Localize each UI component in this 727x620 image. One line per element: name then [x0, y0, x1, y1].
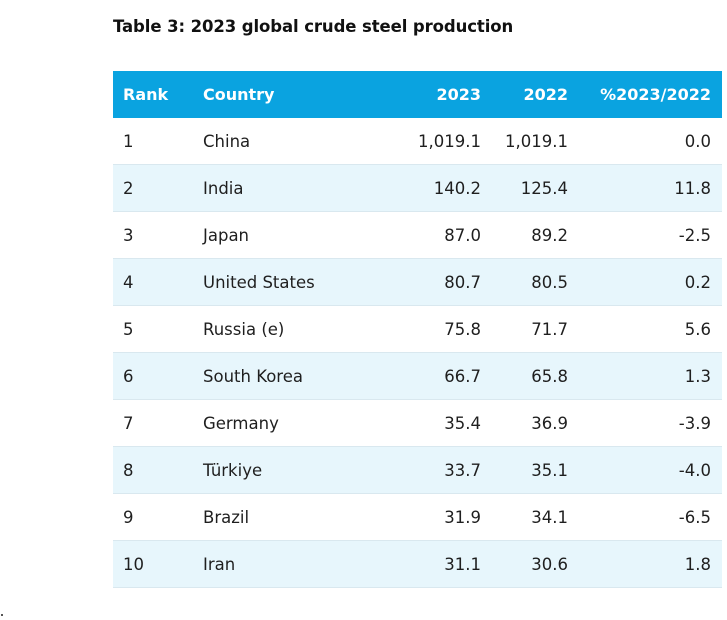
- cell-2022: 35.1: [481, 446, 568, 494]
- header-percent-change: %2023/2022: [568, 71, 722, 118]
- cell-rank: 6: [113, 352, 203, 400]
- header-2022: 2022: [481, 71, 568, 118]
- cell-2023: 35.4: [393, 399, 481, 447]
- cell-rank: 3: [113, 211, 203, 259]
- cell-rank: 1: [113, 118, 203, 165]
- cell-2023: 75.8: [393, 305, 481, 353]
- table-row: 1 China 1,019.1 1,019.1 0.0: [113, 118, 722, 165]
- cell-country: Germany: [203, 399, 393, 447]
- cell-rank: 9: [113, 493, 203, 541]
- cell-2022: 89.2: [481, 211, 568, 259]
- cell-percent-change: 1.8: [568, 540, 722, 588]
- cell-2023: 80.7: [393, 258, 481, 306]
- cell-2023: 66.7: [393, 352, 481, 400]
- cell-2023: 140.2: [393, 164, 481, 212]
- table-row: 4 United States 80.7 80.5 0.2: [113, 258, 722, 306]
- cell-country: Russia (e): [203, 305, 393, 353]
- table-row: 9 Brazil 31.9 34.1 -6.5: [113, 493, 722, 541]
- cell-2023: 33.7: [393, 446, 481, 494]
- table-row: 7 Germany 35.4 36.9 -3.9: [113, 399, 722, 447]
- cell-percent-change: 11.8: [568, 164, 722, 212]
- header-rank: Rank: [113, 71, 203, 118]
- cell-2023: 31.1: [393, 540, 481, 588]
- cell-percent-change: 0.0: [568, 118, 722, 165]
- table-row: 10 Iran 31.1 30.6 1.8: [113, 540, 722, 588]
- cell-rank: 10: [113, 540, 203, 588]
- cell-country: South Korea: [203, 352, 393, 400]
- cell-2022: 36.9: [481, 399, 568, 447]
- table-row: 2 India 140.2 125.4 11.8: [113, 164, 722, 212]
- table-row: 6 South Korea 66.7 65.8 1.3: [113, 352, 722, 400]
- cell-country: Japan: [203, 211, 393, 259]
- cell-2022: 125.4: [481, 164, 568, 212]
- cell-rank: 5: [113, 305, 203, 353]
- table-row: 8 Türkiye 33.7 35.1 -4.0: [113, 446, 722, 494]
- cell-country: Brazil: [203, 493, 393, 541]
- cell-percent-change: 0.2: [568, 258, 722, 306]
- cell-percent-change: -4.0: [568, 446, 722, 494]
- cell-rank: 2: [113, 164, 203, 212]
- cell-percent-change: -2.5: [568, 211, 722, 259]
- cell-rank: 8: [113, 446, 203, 494]
- cell-country: China: [203, 118, 393, 165]
- cell-2022: 34.1: [481, 493, 568, 541]
- header-country: Country: [203, 71, 393, 118]
- stray-mark: [1, 614, 3, 616]
- cell-country: Iran: [203, 540, 393, 588]
- cell-percent-change: -3.9: [568, 399, 722, 447]
- cell-2023: 31.9: [393, 493, 481, 541]
- cell-2022: 71.7: [481, 305, 568, 353]
- header-2023: 2023: [393, 71, 481, 118]
- cell-country: Türkiye: [203, 446, 393, 494]
- steel-production-table: Rank Country 2023 2022 %2023/2022 1 Chin…: [113, 71, 722, 588]
- cell-2022: 1,019.1: [481, 118, 568, 165]
- cell-2022: 80.5: [481, 258, 568, 306]
- cell-percent-change: 1.3: [568, 352, 722, 400]
- cell-2022: 30.6: [481, 540, 568, 588]
- table-title: Table 3: 2023 global crude steel product…: [113, 17, 514, 36]
- cell-rank: 7: [113, 399, 203, 447]
- cell-2023: 87.0: [393, 211, 481, 259]
- cell-country: United States: [203, 258, 393, 306]
- cell-percent-change: -6.5: [568, 493, 722, 541]
- cell-country: India: [203, 164, 393, 212]
- table-row: 3 Japan 87.0 89.2 -2.5: [113, 211, 722, 259]
- cell-rank: 4: [113, 258, 203, 306]
- table-row: 5 Russia (e) 75.8 71.7 5.6: [113, 305, 722, 353]
- table-header-row: Rank Country 2023 2022 %2023/2022: [113, 71, 722, 118]
- cell-2023: 1,019.1: [393, 118, 481, 165]
- cell-percent-change: 5.6: [568, 305, 722, 353]
- cell-2022: 65.8: [481, 352, 568, 400]
